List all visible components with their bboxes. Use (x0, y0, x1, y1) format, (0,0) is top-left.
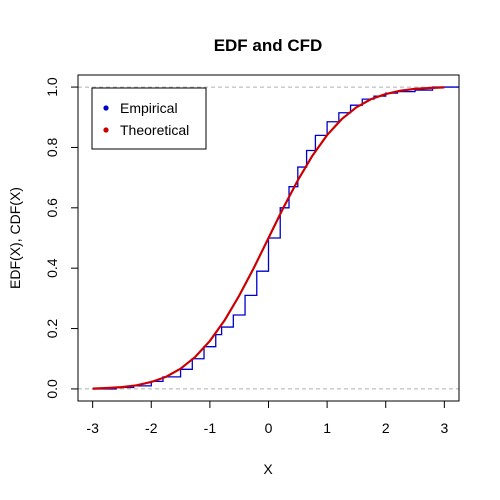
x-tick-label: -2 (145, 420, 158, 436)
x-axis-label: X (263, 461, 273, 477)
x-tick-label: 0 (265, 420, 273, 436)
chart-title: EDF and CFD (214, 36, 323, 55)
y-tick-label: 0.0 (44, 379, 60, 399)
x-tick-label: -1 (204, 420, 217, 436)
x-tick-label: 1 (323, 420, 331, 436)
series-layer (92, 86, 459, 390)
y-tick-label: 1.0 (44, 77, 60, 97)
x-tick-label: 2 (382, 420, 390, 436)
x-tick-label: 3 (440, 420, 448, 436)
legend-box (91, 87, 207, 150)
legend-label-theoretical: Theoretical (120, 122, 189, 138)
y-tick-label: 0.8 (44, 138, 60, 158)
series-theoretical-line (92, 86, 445, 390)
y-tick-label: 0.2 (44, 319, 60, 339)
legend: Empirical Theoretical (91, 87, 207, 150)
y-axis: 0.0 0.2 0.4 0.6 0.8 1.0 (44, 77, 78, 399)
x-tick-label: -3 (86, 420, 99, 436)
legend-label-empirical: Empirical (120, 100, 178, 116)
reference-lines (78, 86, 459, 390)
x-axis: -3 -2 -1 0 1 2 3 (86, 401, 448, 436)
y-axis-label: EDF(X), CDF(X) (7, 187, 23, 289)
legend-marker-empirical (103, 105, 109, 111)
legend-marker-theoretical (103, 127, 109, 133)
y-tick-label: 0.4 (44, 258, 60, 278)
y-tick-label: 0.6 (44, 198, 60, 218)
